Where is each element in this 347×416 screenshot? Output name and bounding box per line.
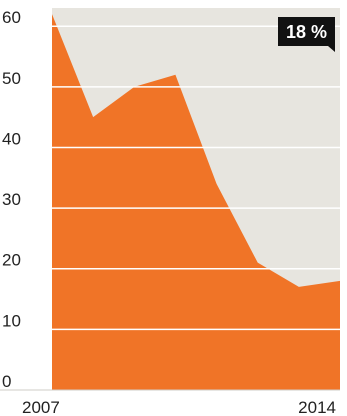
y-axis-tick-labels: 0 10 20 30 40 50 60 [2, 8, 21, 391]
x-tick-label-start: 2007 [22, 398, 60, 416]
area-series [52, 14, 340, 391]
y-tick-label-50: 50 [2, 69, 21, 88]
y-tick-label-30: 30 [2, 190, 21, 209]
x-axis-tick-labels: 2007 2014 [22, 398, 336, 416]
callout-box [278, 17, 335, 52]
y-tick-label-0: 0 [2, 372, 11, 391]
y-tick-label-20: 20 [2, 251, 21, 270]
x-tick-label-end: 2014 [298, 398, 336, 416]
y-tick-label-60: 60 [2, 8, 21, 27]
callout-label: 18 % [286, 22, 327, 42]
y-tick-label-10: 10 [2, 311, 21, 330]
value-callout: 18 % [278, 17, 335, 52]
y-tick-label-40: 40 [2, 129, 21, 148]
